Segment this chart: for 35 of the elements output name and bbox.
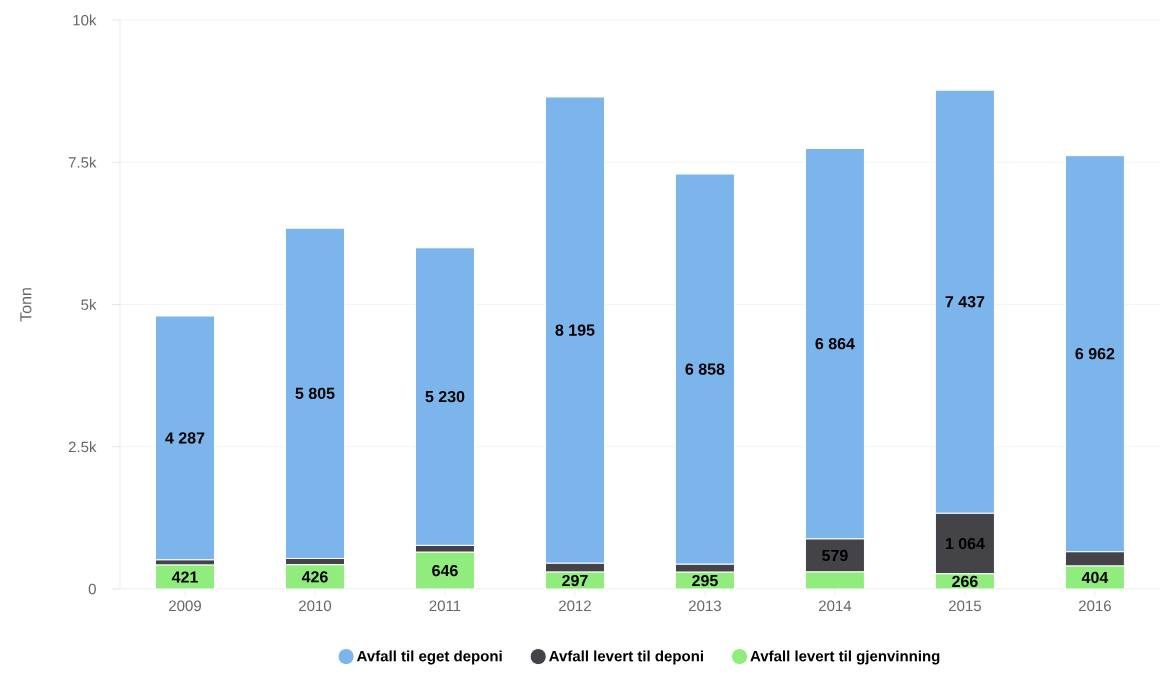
data-label: 421 <box>171 571 198 583</box>
x-tick-label: 2013 <box>689 600 721 612</box>
x-tick-label: 2016 <box>1078 600 1111 612</box>
x-tick-label: 2015 <box>949 600 981 612</box>
data-label: 7 437 <box>945 296 985 308</box>
y-tick-label: 5k <box>81 298 97 310</box>
legend-label: Avfall levert til gjenvinning <box>750 650 940 665</box>
data-label: 1 064 <box>945 537 985 550</box>
data-label: 8 195 <box>555 324 595 336</box>
x-tick-label: 2009 <box>169 600 201 612</box>
y-tick-label: 2.5k <box>68 441 97 453</box>
y-tick-label: 10k <box>73 14 97 26</box>
data-label: 297 <box>562 574 588 587</box>
data-label: 295 <box>692 574 718 587</box>
legend-label: Avfall til eget deponi <box>356 650 502 665</box>
data-label: 579 <box>822 549 848 562</box>
bar <box>155 315 215 561</box>
data-label: 4 287 <box>165 432 205 444</box>
data-label: 6 962 <box>1075 348 1115 360</box>
data-label: 426 <box>301 571 328 583</box>
y-tick-label: 0 <box>88 583 96 595</box>
data-label: 6 858 <box>685 363 725 375</box>
x-tick-label: 2010 <box>299 600 332 612</box>
data-label: 266 <box>952 575 978 588</box>
data-label: 5 805 <box>295 387 335 399</box>
y-axis-title: Tonn <box>20 288 32 322</box>
x-tick-label: 2011 <box>429 600 461 612</box>
data-label: 404 <box>1081 571 1109 584</box>
data-label: 6 864 <box>815 338 855 350</box>
data-label: 5 230 <box>425 390 465 403</box>
legend-label: Avfall levert til deponi <box>549 650 703 665</box>
data-label: 646 <box>432 564 458 577</box>
x-tick-label: 2012 <box>559 600 591 612</box>
y-tick-label: 7.5k <box>68 156 97 168</box>
x-tick-label: 2014 <box>819 600 852 612</box>
